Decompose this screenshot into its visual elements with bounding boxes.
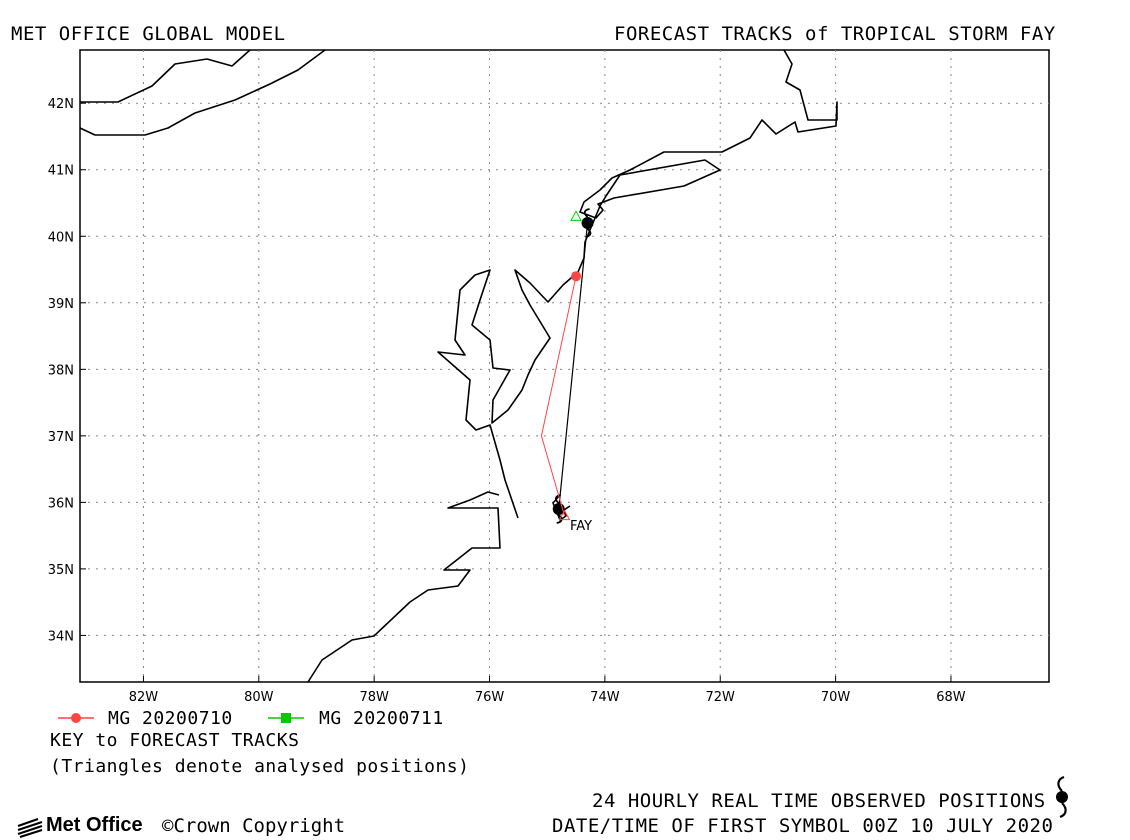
lon-tick-label: 72W — [706, 690, 736, 705]
lon-tick-label: 76W — [475, 690, 505, 705]
graticule — [80, 50, 1049, 682]
first-symbol-datetime: DATE/TIME OF FIRST SYMBOL 00Z 10 JULY 20… — [552, 815, 1054, 837]
forecast-tracks — [540, 210, 582, 521]
lon-tick-label: 68W — [936, 690, 966, 705]
lon-tick-label: 70W — [821, 690, 851, 705]
observed-track — [552, 208, 594, 524]
lat-tick-label: 38N — [48, 363, 74, 378]
met-office-logo-icon — [17, 818, 43, 838]
storm-name-label: FAY — [570, 519, 592, 534]
axis-ticks — [80, 102, 952, 682]
copyright-icon: © — [162, 815, 174, 837]
lon-tick-label: 82W — [129, 690, 159, 705]
legend-note: (Triangles denote analysed positions) — [50, 756, 470, 777]
legend-key-label: KEY to FORECAST TRACKS — [50, 730, 300, 751]
copyright-notice: ©Crown Copyright — [162, 815, 345, 837]
observed-position-marker — [581, 208, 594, 238]
lat-tick-label: 42N — [48, 97, 74, 112]
chart-title: FORECAST TRACKS of TROPICAL STORM FAY — [614, 23, 1056, 45]
lat-tick-label: 36N — [48, 496, 74, 511]
lon-tick-label: 80W — [244, 690, 274, 705]
legend-marker-mg-20200711 — [268, 713, 304, 723]
observed-positions-note: 24 HOURLY REAL TIME OBSERVED POSITIONS — [592, 790, 1046, 812]
legend-marker-mg-20200710 — [58, 713, 94, 723]
analysed-position-triangle — [558, 509, 571, 521]
storm-symbol-icon — [1056, 775, 1068, 819]
logo-text: Met Office — [46, 814, 143, 836]
observed-track-line — [558, 222, 589, 510]
copyright-text: Crown Copyright — [173, 815, 346, 837]
lon-tick-label: 74W — [590, 690, 620, 705]
lat-tick-label: 35N — [48, 563, 74, 578]
legend-label-mg-20200710: MG 20200710 — [108, 708, 233, 729]
forecast-position-marker — [571, 271, 582, 282]
model-title: MET OFFICE GLOBAL MODEL — [11, 23, 286, 45]
analysed-position-triangle — [570, 210, 582, 221]
lat-tick-label: 41N — [48, 164, 74, 179]
lat-tick-label: 40N — [48, 230, 74, 245]
map-frame — [79, 49, 1050, 683]
lon-tick-label: 78W — [359, 690, 389, 705]
lat-tick-label: 39N — [48, 297, 74, 312]
lat-tick-label: 37N — [48, 430, 74, 445]
met-office-logo: Met Office — [18, 814, 143, 837]
latitude-labels: 34N 35N 36N 37N 38N 39N 40N 41N 42N — [48, 97, 74, 644]
legend-label-mg-20200711: MG 20200711 — [319, 708, 444, 729]
longitude-labels: 82W 80W 78W 76W 74W 72W 70W 68W — [129, 690, 966, 705]
lat-tick-label: 34N — [48, 629, 74, 644]
forecast-track-line — [540, 276, 577, 516]
